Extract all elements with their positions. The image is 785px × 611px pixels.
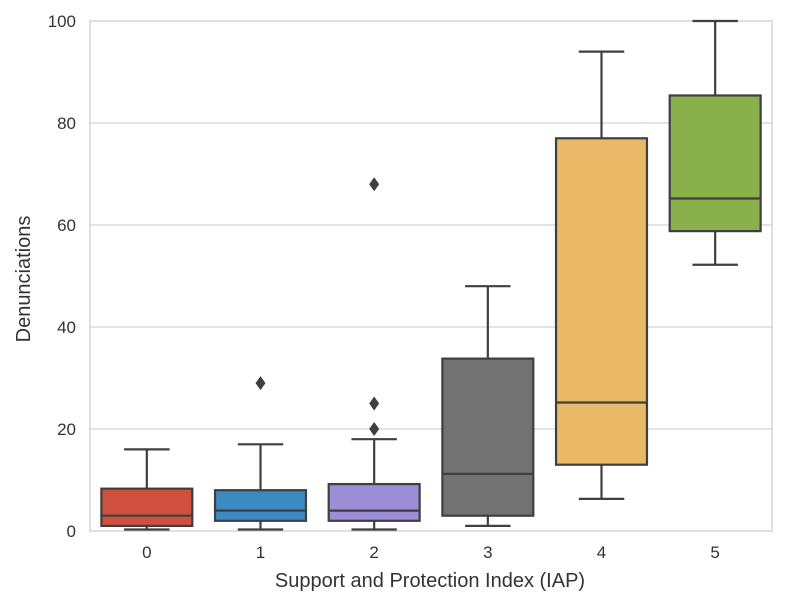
x-tick-label: 1: [256, 543, 265, 562]
x-tick-label: 2: [369, 543, 378, 562]
y-axis-label: Denunciations: [13, 216, 35, 343]
box-iqr: [327, 482, 421, 522]
y-tick-label: 60: [57, 216, 76, 235]
outlier-point: [369, 396, 380, 411]
box-iqr: [668, 94, 762, 233]
outlier-point: [369, 422, 380, 436]
box-group-5: [668, 19, 762, 266]
box-group-0: [100, 448, 194, 531]
outlier-point: [369, 177, 380, 192]
y-tick-label: 40: [57, 318, 76, 337]
box-iqr: [441, 357, 535, 517]
y-tick-label: 100: [48, 12, 76, 31]
box-group-3: [441, 285, 535, 528]
box-iqr: [554, 137, 649, 466]
plot-frame: [89, 20, 773, 532]
box-iqr: [100, 487, 194, 528]
y-tick-labels: 0 20 40 60 80 100: [48, 12, 76, 541]
y-tick-label: 0: [67, 522, 76, 541]
box-group-2: [327, 177, 421, 531]
boxes-layer: [100, 19, 762, 531]
x-tick-label: 4: [597, 543, 606, 562]
x-tick-labels: 0 1 2 3 4 5: [142, 543, 720, 562]
x-tick-label: 0: [142, 543, 151, 562]
x-tick-label: 5: [710, 543, 719, 562]
box-group-4: [554, 50, 649, 500]
grid-lines: [90, 122, 772, 430]
box-group-1: [213, 376, 308, 531]
y-tick-label: 20: [57, 420, 76, 439]
box-iqr: [213, 489, 308, 522]
x-axis-label: Support and Protection Index (IAP): [275, 570, 585, 592]
x-tick-label: 3: [483, 543, 492, 562]
outlier-point: [255, 376, 266, 391]
y-tick-label: 80: [57, 114, 76, 133]
